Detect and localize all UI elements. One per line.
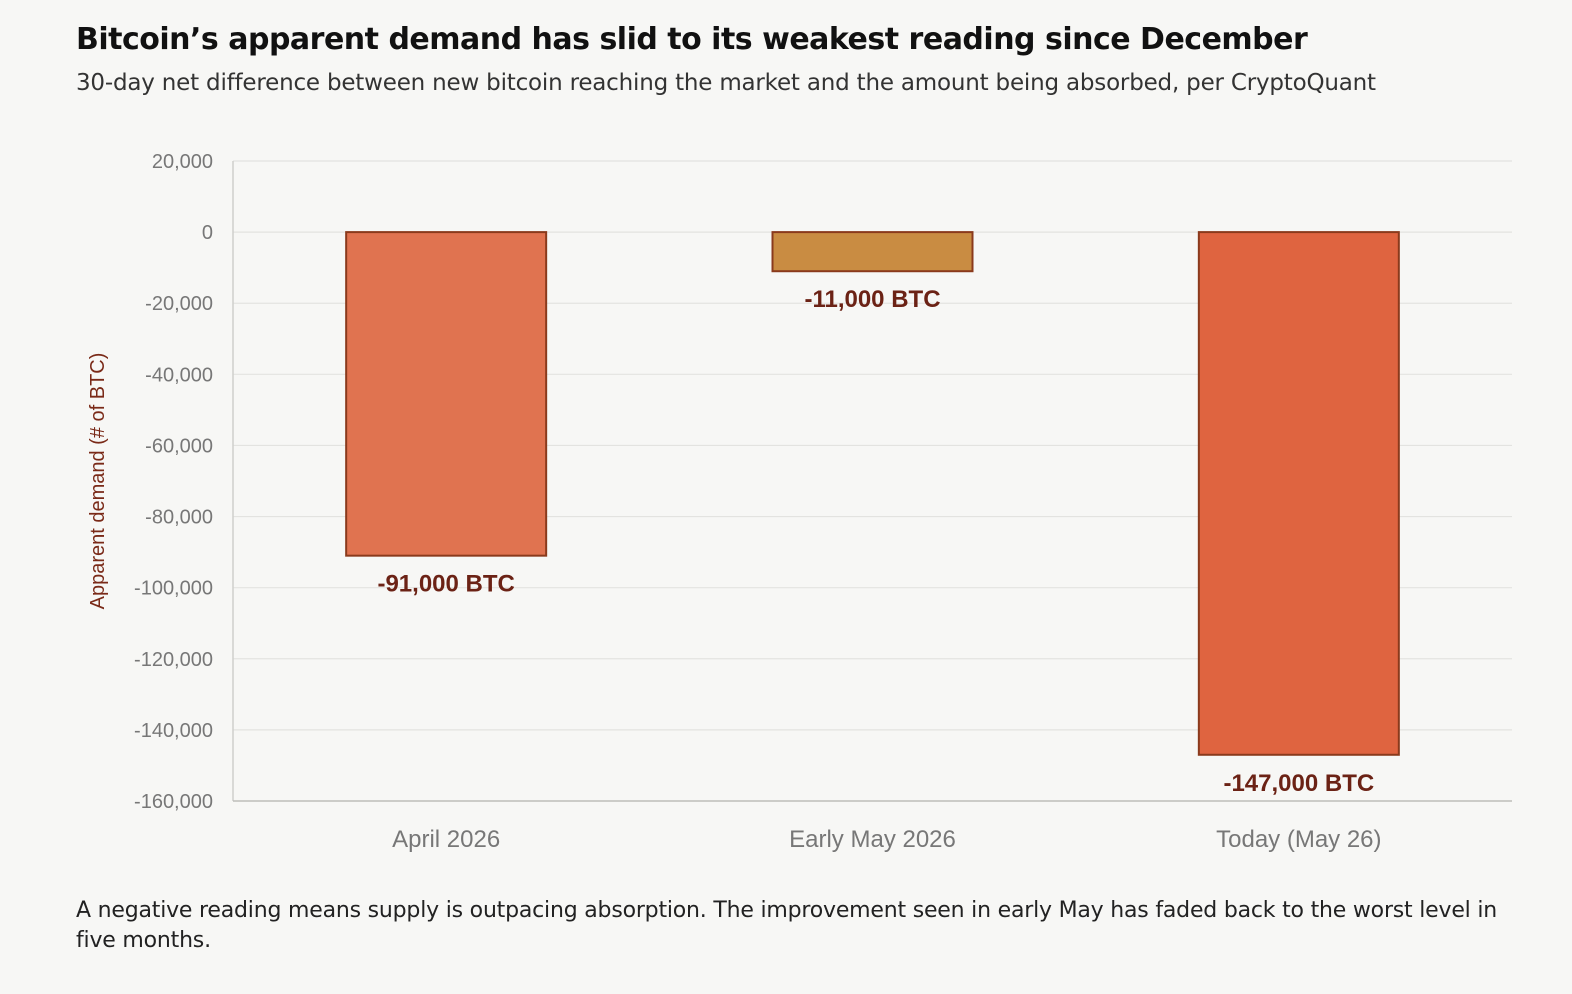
chart-subtitle: 30-day net difference between new bitcoi… — [76, 70, 1376, 96]
y-tick-label: -100,000 — [134, 578, 213, 600]
y-tick-label: 0 — [202, 222, 213, 244]
chart-title: Bitcoin’s apparent demand has slid to it… — [76, 22, 1308, 57]
y-tick-label: -120,000 — [134, 649, 213, 671]
data-label: -91,000 BTC — [377, 571, 514, 598]
bar — [1197, 231, 1400, 756]
y-tick-label: -140,000 — [134, 720, 213, 742]
bars — [345, 231, 1400, 756]
bar — [345, 231, 548, 557]
bar-chart: 20,000 0 -20,000 -40,000 -60,000 -80,000 -100,… — [87, 151, 1512, 853]
y-axis-title: Apparent demand (# of BTC) — [87, 353, 109, 610]
data-label: -147,000 BTC — [1223, 770, 1374, 797]
data-label: -11,000 BTC — [804, 286, 940, 313]
chart-note: A negative reading means supply is outpa… — [76, 898, 1498, 953]
y-tick-label: -60,000 — [145, 435, 213, 457]
labels: -91,000 BTC April 2026 -11,000 BTC Early Ma… — [377, 286, 1381, 853]
y-tick-label: 20,000 — [152, 151, 213, 173]
bar — [771, 231, 974, 273]
y-tick-label: -40,000 — [145, 364, 213, 386]
x-tick-label: Today (May 26) — [1216, 826, 1381, 853]
x-tick-label: April 2026 — [392, 826, 500, 853]
y-tick-label: -80,000 — [145, 507, 213, 529]
axes: 20,000 0 -20,000 -40,000 -60,000 -80,000 -100,… — [87, 151, 1512, 813]
y-tick-label: -160,000 — [134, 791, 213, 813]
y-tick-label: -20,000 — [145, 293, 213, 315]
x-tick-label: Early May 2026 — [789, 826, 956, 853]
